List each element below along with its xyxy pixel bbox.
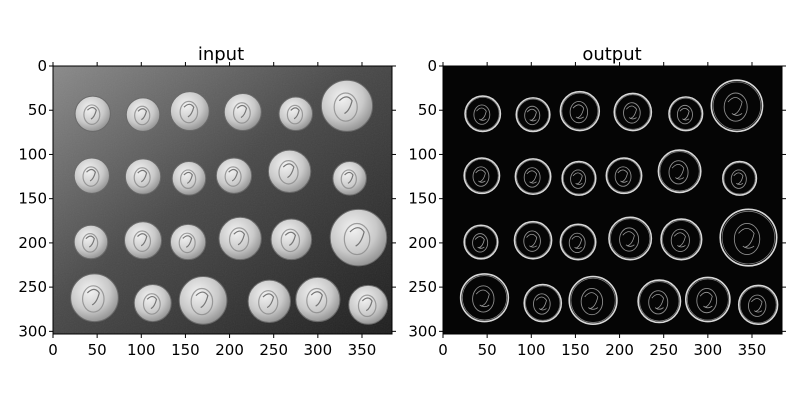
coin — [223, 92, 262, 132]
input-title: input — [198, 44, 244, 65]
coin — [218, 216, 262, 261]
y-tick-label: 250 — [18, 278, 47, 296]
x-tick-label: 250 — [649, 341, 678, 359]
image-background — [443, 66, 782, 334]
coin — [722, 160, 758, 196]
coin — [737, 284, 779, 326]
coin — [608, 216, 653, 261]
coin — [73, 157, 110, 194]
coin — [320, 79, 374, 132]
coin — [657, 149, 702, 194]
output-title: output — [582, 44, 641, 65]
input-y-ticks: 0 50 100 150 200 250 300 — [18, 57, 396, 340]
coin — [332, 161, 367, 196]
coin — [605, 157, 643, 195]
x-tick-label: 100 — [517, 341, 546, 359]
coin — [568, 275, 618, 326]
coin — [73, 224, 109, 260]
coin — [348, 284, 389, 325]
coin — [637, 279, 682, 324]
output-image — [442, 65, 783, 335]
coin — [719, 208, 778, 267]
x-tick-label: 350 — [348, 341, 377, 359]
coin — [70, 273, 119, 323]
input-x-ticks: 0 50 100 150 200 250 300 350 — [48, 62, 376, 359]
coin — [710, 79, 764, 133]
x-tick-label: 50 — [478, 341, 497, 359]
x-tick-label: 0 — [48, 341, 58, 359]
coin — [329, 208, 388, 267]
coin — [523, 283, 563, 323]
coin — [169, 91, 210, 132]
coin — [463, 157, 501, 195]
coin — [668, 96, 704, 132]
y-tick-label: 100 — [18, 145, 47, 163]
coin — [660, 218, 703, 261]
coin — [295, 276, 341, 323]
y-tick-label: 250 — [408, 278, 437, 296]
axes-frame — [52, 65, 393, 335]
coin — [270, 218, 313, 261]
x-tick-label: 50 — [88, 341, 107, 359]
output-panel: output 0 50 100 150 200 250 300 350 0 50 100 150 20… — [408, 44, 786, 359]
y-tick-label: 100 — [408, 145, 437, 163]
coin — [559, 223, 597, 261]
x-tick-label: 150 — [561, 341, 590, 359]
y-tick-label: 300 — [408, 322, 437, 340]
coin — [464, 95, 502, 133]
x-tick-label: 200 — [215, 341, 244, 359]
coin — [561, 160, 597, 196]
x-tick-label: 0 — [438, 341, 448, 359]
y-tick-label: 50 — [418, 101, 437, 119]
y-tick-label: 200 — [18, 234, 47, 252]
coin — [463, 224, 499, 260]
coin — [613, 92, 653, 132]
coin — [74, 95, 111, 132]
coin — [684, 276, 731, 323]
coin — [125, 97, 161, 132]
coin — [559, 90, 601, 132]
x-tick-label: 150 — [171, 341, 200, 359]
x-tick-label: 100 — [127, 341, 156, 359]
coin — [459, 273, 510, 323]
coin — [124, 158, 162, 195]
coin — [513, 220, 553, 260]
input-panel: input 0 50 100 150 200 250 300 350 0 50 100 150 200… — [18, 44, 396, 359]
coin — [133, 284, 172, 323]
coin — [215, 157, 253, 194]
coin — [515, 97, 551, 133]
coin — [278, 96, 314, 132]
input-image — [52, 65, 393, 335]
x-tick-label: 300 — [694, 341, 723, 359]
y-tick-label: 0 — [37, 57, 47, 75]
x-tick-label: 250 — [259, 341, 288, 359]
y-tick-label: 50 — [28, 101, 47, 119]
y-tick-label: 300 — [18, 322, 47, 340]
coin — [267, 149, 312, 193]
x-tick-label: 200 — [605, 341, 634, 359]
axes-frame — [442, 65, 783, 335]
y-tick-label: 200 — [408, 234, 437, 252]
coin — [124, 221, 163, 260]
output-y-ticks: 0 50 100 150 200 250 300 — [408, 57, 786, 340]
coin — [178, 276, 228, 325]
y-tick-label: 150 — [408, 190, 437, 208]
output-x-ticks: 0 50 100 150 200 250 300 350 — [438, 62, 766, 359]
y-tick-label: 0 — [427, 57, 437, 75]
coin — [247, 279, 291, 323]
coin — [171, 161, 207, 196]
y-tick-label: 150 — [18, 190, 47, 208]
x-tick-label: 350 — [738, 341, 767, 359]
x-tick-label: 300 — [304, 341, 333, 359]
coin — [514, 158, 552, 196]
coin — [169, 223, 207, 261]
